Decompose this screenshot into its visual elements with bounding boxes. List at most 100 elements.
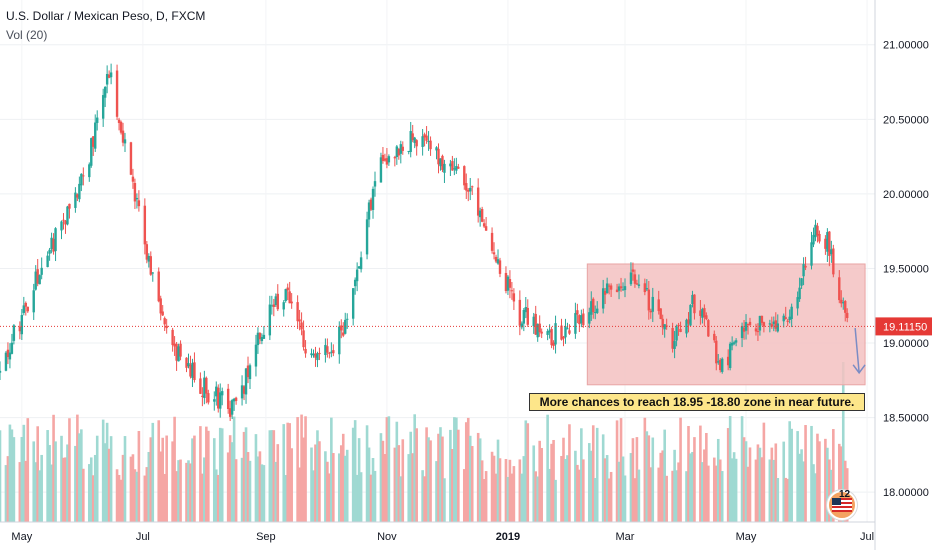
- candle-body: [576, 310, 579, 315]
- volume-bar: [685, 471, 688, 522]
- volume-bar: [425, 427, 428, 522]
- volume-bar: [506, 476, 510, 522]
- volume-bar: [659, 452, 663, 522]
- candle-body: [284, 289, 287, 301]
- volume-bar: [385, 417, 389, 522]
- volume-bar: [470, 446, 474, 522]
- volume-bar: [117, 474, 121, 522]
- candle-body: [707, 320, 710, 337]
- volume-bar: [105, 422, 109, 522]
- annotation-note[interactable]: More chances to reach 18.95 -18.80 zone …: [529, 393, 865, 411]
- volume-bar: [740, 416, 744, 522]
- volume-bar: [337, 453, 341, 522]
- volume-bar: [580, 428, 583, 522]
- volume-bar: [798, 453, 801, 522]
- volume-bar: [357, 438, 361, 522]
- candle-body: [814, 224, 817, 238]
- candle-body: [145, 244, 149, 260]
- candle-body: [590, 301, 593, 315]
- candle-body: [191, 362, 194, 379]
- candle-body: [8, 352, 12, 360]
- candle-body: [679, 328, 682, 332]
- volume-bar: [151, 422, 155, 522]
- volume-bar: [786, 478, 789, 522]
- candle-body: [637, 284, 641, 286]
- candle-body: [776, 323, 779, 332]
- candle-body: [326, 346, 329, 353]
- down-arrow[interactable]: [854, 328, 860, 373]
- candle-body: [734, 340, 738, 343]
- candle-body: [228, 408, 232, 417]
- candle-body: [538, 323, 541, 333]
- volume-bar: [522, 456, 526, 522]
- volume-bar: [453, 417, 456, 522]
- candle-body: [786, 320, 789, 322]
- candle-body: [715, 340, 718, 364]
- candle-body: [756, 331, 760, 333]
- candle-body: [490, 232, 494, 251]
- volume-bar: [371, 458, 375, 522]
- volume-bar: [810, 425, 813, 522]
- chart-overlay: 19.11150: [0, 317, 932, 375]
- candle-body: [812, 234, 815, 245]
- volume-bar: [91, 475, 95, 522]
- candle-body: [24, 302, 27, 307]
- volume-bar: [615, 420, 619, 522]
- volume-bar: [661, 450, 664, 522]
- volume-bar: [746, 466, 750, 522]
- volume-bar: [244, 427, 248, 522]
- candle-body: [383, 158, 387, 161]
- candle-body: [22, 305, 26, 313]
- volume-bar: [476, 432, 480, 522]
- candle-body: [768, 323, 772, 325]
- candle-body: [270, 305, 274, 307]
- candle-body: [744, 322, 748, 331]
- candle-body: [435, 147, 438, 151]
- time-tick-label: Mar: [616, 531, 635, 543]
- volume-bar: [712, 457, 716, 522]
- price-axis[interactable]: 21.00000 20.50000 20.00000 19.50000 19.00000…: [874, 0, 929, 550]
- candle-body: [754, 328, 758, 332]
- candle-body: [205, 377, 208, 394]
- candle-body: [482, 223, 486, 227]
- candle-body: [798, 287, 801, 300]
- volume-bar: [720, 471, 724, 522]
- volume-bar: [455, 417, 458, 522]
- volume-bar: [80, 429, 83, 522]
- candle-body: [506, 276, 510, 291]
- candle-body: [36, 269, 39, 284]
- target-zone: [586, 263, 866, 386]
- volume-bar: [341, 433, 345, 522]
- us-flag-icon[interactable]: [827, 490, 857, 520]
- candle-body: [504, 272, 508, 292]
- candle-body: [717, 361, 720, 363]
- candle-body: [187, 363, 190, 367]
- volume-bar: [734, 458, 738, 522]
- target-zone-rect[interactable]: [586, 263, 866, 386]
- candle-body: [596, 308, 599, 313]
- candle-body: [601, 288, 605, 309]
- candle-body: [540, 331, 543, 334]
- candle-body: [131, 176, 135, 182]
- volume-bar: [240, 457, 244, 522]
- candle-body: [159, 298, 162, 314]
- candle-body: [193, 362, 196, 381]
- volume-bar: [230, 442, 234, 522]
- candle-body: [677, 324, 680, 327]
- candle-body: [437, 148, 440, 165]
- candle-body: [147, 255, 151, 262]
- candle-body: [175, 343, 178, 361]
- volume-bar: [171, 441, 174, 522]
- candle-body: [476, 187, 480, 216]
- candle-body: [359, 257, 363, 270]
- volume-bar: [276, 444, 280, 522]
- candle-body: [689, 304, 692, 326]
- time-axis[interactable]: May Jul Sep Nov 2019 Mar May Jul: [0, 521, 875, 543]
- candle-body: [800, 278, 803, 286]
- candle-body: [328, 352, 331, 354]
- volume-bar: [716, 438, 720, 522]
- volume-indicator-label[interactable]: Vol (20): [6, 28, 48, 42]
- volume-bar: [768, 459, 772, 522]
- time-tick-label: May: [11, 531, 32, 543]
